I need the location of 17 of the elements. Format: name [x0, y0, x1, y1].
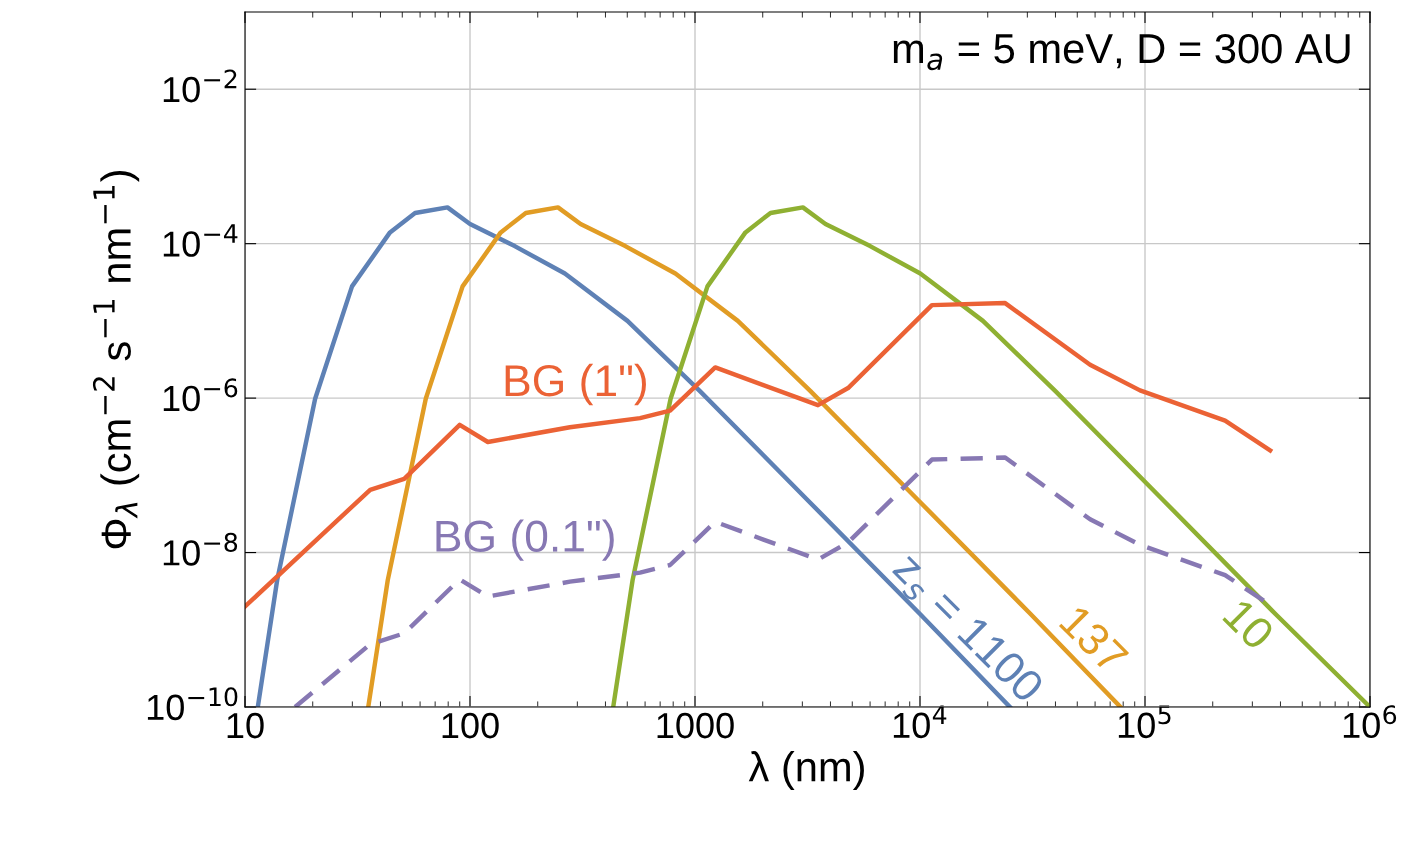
text: 10: [1222, 597, 1276, 652]
y-tick-label: 10$^{−6}$: [163, 378, 238, 412]
text: z$_{s}$ = 1100: [892, 555, 1046, 704]
y-tick-label: 10$^{−8}$: [163, 532, 238, 566]
series-label: BG (1"): [505, 363, 646, 406]
text: 137: [1058, 604, 1130, 675]
x-tick-label: 100: [442, 712, 499, 739]
x-tick-label: 1000: [657, 712, 734, 739]
y-tick-label: 10$^{−2}$: [163, 69, 237, 103]
x-tick-label: 10$^{6}$: [1343, 705, 1397, 739]
x-tick-label: 10$^{5}$: [1118, 705, 1171, 739]
text: Φ$_{λ}$ (cm$^{−2}$ s$^{−1}$ nm$^{−1}$): [92, 170, 140, 549]
y-tick-label: 10$^{−4}$: [163, 224, 238, 257]
series-label: BG (0.1"): [436, 519, 614, 561]
x-axis-title: λ (nm): [748, 751, 864, 790]
x-tick-label: 10$^{4}$: [893, 705, 947, 739]
annotation: m$_{a}$ = 5 meV, D = 300 AU: [893, 33, 1350, 71]
